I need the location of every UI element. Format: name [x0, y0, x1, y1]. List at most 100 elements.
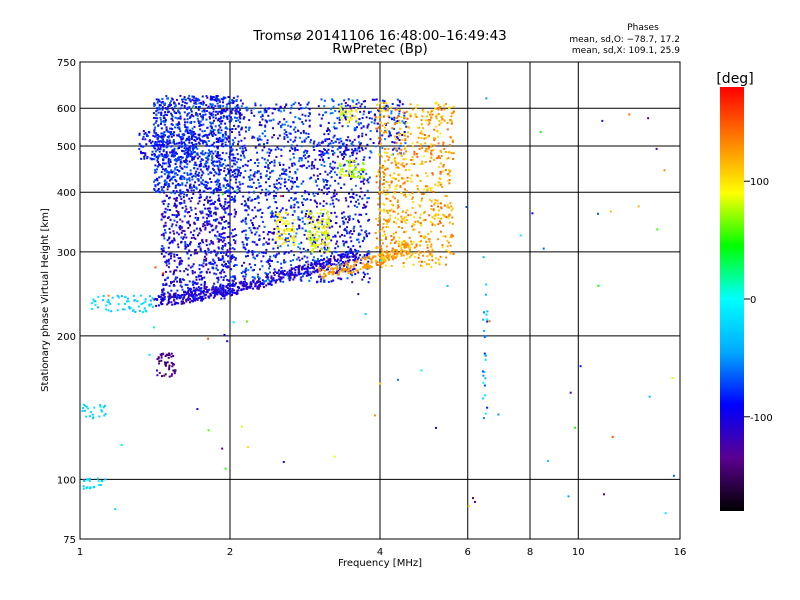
- data-point: [247, 249, 250, 252]
- data-point: [310, 167, 313, 170]
- data-point: [179, 107, 182, 110]
- data-point: [242, 275, 245, 278]
- data-point: [168, 139, 171, 142]
- data-point: [196, 113, 199, 116]
- data-point: [446, 206, 449, 209]
- data-point: [233, 264, 236, 267]
- data-point: [389, 134, 392, 137]
- data-point: [394, 241, 396, 244]
- data-point: [447, 206, 450, 209]
- data-point: [305, 210, 308, 212]
- data-point: [434, 125, 437, 128]
- data-point: [200, 299, 203, 302]
- data-point: [289, 273, 292, 276]
- data-point: [404, 230, 407, 233]
- data-point: [344, 270, 347, 273]
- data-point: [163, 162, 166, 165]
- data-point: [176, 266, 179, 269]
- data-point: [329, 258, 332, 260]
- data-point: [203, 199, 206, 201]
- data-point: [206, 207, 209, 210]
- data-point: [352, 100, 355, 103]
- data-point: [360, 229, 363, 232]
- data-point: [424, 160, 427, 163]
- data-point: [447, 241, 450, 244]
- data-point: [166, 108, 169, 111]
- data-point: [368, 117, 371, 120]
- data-point: [188, 141, 191, 144]
- data-point: [383, 210, 386, 213]
- data-point: [172, 176, 175, 179]
- data-point: [404, 139, 407, 142]
- data-point: [393, 177, 396, 180]
- data-point: [179, 262, 182, 265]
- data-point: [293, 206, 296, 209]
- data-point: [203, 276, 206, 279]
- data-point: [424, 149, 427, 152]
- data-point: [298, 102, 300, 105]
- data-point: [291, 222, 294, 225]
- data-point: [215, 267, 218, 270]
- data-point: [192, 296, 195, 299]
- data-point: [288, 276, 291, 279]
- data-point: [258, 143, 261, 146]
- data-point: [287, 140, 290, 143]
- data-point: [229, 256, 232, 259]
- data-point: [346, 226, 348, 229]
- data-point: [313, 140, 316, 143]
- data-point: [442, 143, 445, 146]
- data-point: [275, 187, 278, 190]
- data-point: [428, 134, 430, 137]
- data-point: [323, 133, 326, 136]
- data-point: [358, 241, 361, 244]
- data-point: [387, 219, 390, 221]
- data-point: [243, 156, 246, 159]
- data-point: [224, 203, 227, 206]
- data-point: [167, 266, 170, 269]
- data-point: [177, 122, 180, 125]
- data-point: [356, 126, 358, 129]
- data-point: [345, 147, 348, 150]
- data-point: [200, 291, 203, 294]
- data-point: [218, 136, 221, 139]
- data-point: [450, 233, 453, 236]
- data-point: [287, 189, 290, 192]
- data-point: [328, 235, 331, 238]
- data-point: [165, 152, 168, 155]
- data-point: [215, 154, 218, 157]
- data-point: [395, 249, 398, 251]
- data-point: [316, 202, 318, 205]
- data-point: [222, 236, 225, 239]
- data-point: [184, 243, 187, 246]
- data-point: [297, 246, 300, 249]
- data-point: [175, 224, 178, 227]
- data-point: [153, 188, 156, 190]
- data-point: [342, 142, 345, 145]
- data-point: [351, 148, 354, 151]
- data-point: [184, 245, 187, 248]
- data-point: [183, 270, 186, 273]
- data-point: [385, 102, 388, 105]
- data-point: [226, 287, 229, 289]
- data-point: [241, 230, 244, 233]
- data-point: [208, 149, 210, 152]
- data-point: [181, 138, 184, 140]
- data-point: [155, 134, 158, 137]
- data-point: [394, 191, 397, 193]
- data-point: [161, 274, 164, 277]
- data-point: [293, 267, 296, 270]
- data-point: [256, 165, 259, 167]
- data-point: [209, 196, 212, 199]
- data-point: [178, 226, 181, 229]
- data-point: [236, 166, 239, 169]
- data-point: [165, 141, 168, 144]
- data-point: [362, 206, 365, 209]
- data-point: [202, 103, 205, 106]
- data-point: [156, 177, 158, 180]
- data-point: [403, 114, 406, 117]
- data-point: [344, 102, 347, 104]
- data-point: [382, 258, 385, 261]
- data-point: [163, 183, 166, 186]
- data-point: [392, 153, 394, 156]
- data-point: [211, 134, 214, 136]
